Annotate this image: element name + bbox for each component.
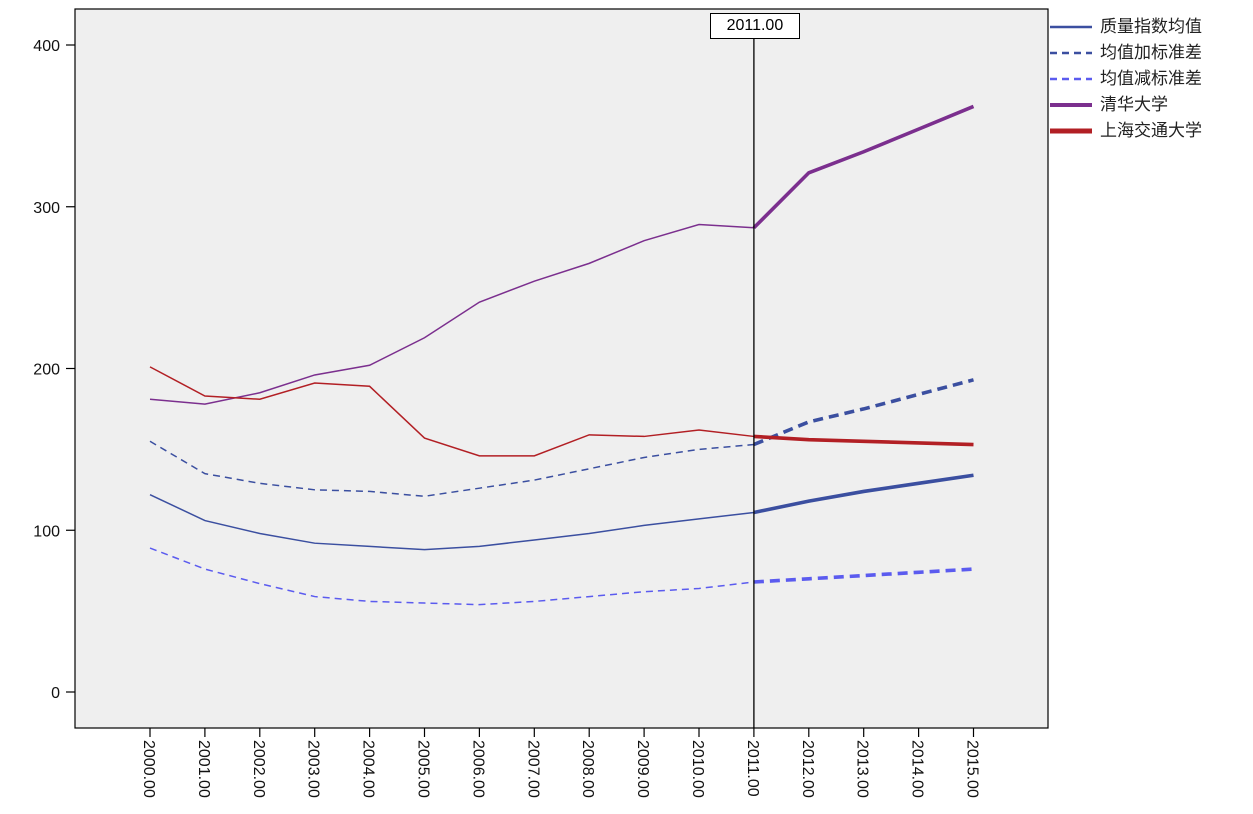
x-tick-label: 2004.00 bbox=[360, 740, 377, 798]
legend-item: 均值加标准差 bbox=[1048, 40, 1253, 66]
x-tick-label: 2003.00 bbox=[305, 740, 322, 798]
x-tick-label: 2005.00 bbox=[415, 740, 432, 798]
legend: 质量指数均值 均值加标准差 均值减标准差 清华大学上海交通大学 bbox=[1048, 14, 1253, 144]
y-axis: 0 100 200 300 400 bbox=[33, 38, 75, 702]
legend-swatch bbox=[1050, 128, 1092, 134]
y-tick-label: 200 bbox=[33, 362, 60, 379]
x-tick-label: 2000.00 bbox=[140, 740, 157, 798]
x-tick-label: 2002.00 bbox=[250, 740, 267, 798]
series-lines bbox=[149, 104, 975, 606]
x-tick-label: 2015.00 bbox=[964, 740, 981, 798]
x-tick-label: 2006.00 bbox=[469, 740, 486, 798]
y-tick-label: 100 bbox=[33, 523, 60, 540]
x-tick-label: 2011.00 bbox=[744, 740, 761, 797]
series-line-4 bbox=[149, 366, 754, 457]
series-line-projection-0 bbox=[753, 473, 974, 515]
series-line-0 bbox=[149, 493, 754, 551]
legend-swatch bbox=[1050, 103, 1092, 107]
legend-label: 均值加标准差 bbox=[1100, 43, 1202, 63]
x-tick-label: 2008.00 bbox=[579, 740, 596, 798]
series-line-1 bbox=[149, 440, 754, 498]
y-tick-label: 300 bbox=[33, 200, 60, 217]
legend-swatch bbox=[1050, 25, 1092, 29]
series-line-projection-2 bbox=[753, 567, 974, 584]
legend-label: 质量指数均值 bbox=[1100, 17, 1202, 37]
x-tick-label: 2010.00 bbox=[689, 740, 706, 798]
series-line-3 bbox=[149, 223, 754, 405]
series-line-projection-4 bbox=[753, 434, 974, 447]
legend-swatch bbox=[1050, 51, 1092, 55]
x-axis: 2000.00 2001.00 2002.00 2003.00 2004.00 2005.… bbox=[140, 728, 981, 798]
series-line-projection-3 bbox=[752, 104, 975, 230]
x-tick-label: 2009.00 bbox=[634, 740, 651, 798]
series-line-projection-1 bbox=[753, 378, 974, 447]
legend-item: 均值减标准差 bbox=[1048, 66, 1253, 92]
y-tick-label: 0 bbox=[51, 685, 60, 702]
x-tick-label: 2007.00 bbox=[524, 740, 541, 798]
legend-label: 清华大学 bbox=[1100, 95, 1168, 115]
legend-label: 上海交通大学 bbox=[1100, 121, 1202, 141]
legend-label: 均值减标准差 bbox=[1100, 69, 1202, 89]
y-tick-label: 400 bbox=[33, 38, 60, 55]
legend-swatch bbox=[1050, 77, 1092, 81]
legend-item: 质量指数均值 bbox=[1048, 14, 1253, 40]
reference-line-label: 2011.00 bbox=[709, 13, 800, 39]
x-tick-label: 2001.00 bbox=[195, 740, 212, 798]
plot-area bbox=[74, 8, 1049, 729]
x-tick-label: 2013.00 bbox=[854, 740, 871, 798]
x-tick-label: 2014.00 bbox=[909, 740, 926, 798]
x-tick-label: 2012.00 bbox=[799, 740, 816, 798]
legend-item: 清华大学 bbox=[1048, 92, 1253, 118]
legend-item: 上海交通大学 bbox=[1048, 118, 1253, 144]
